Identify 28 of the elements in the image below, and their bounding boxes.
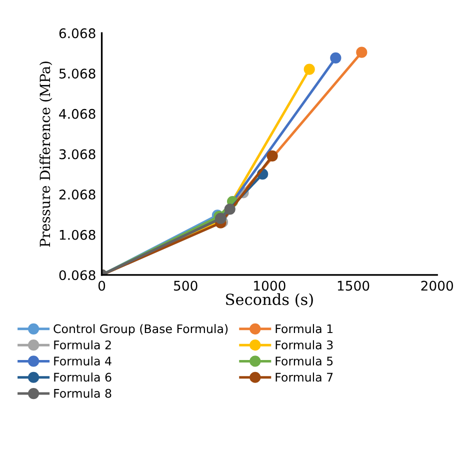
y-tick-label: 0.068 [59, 270, 96, 280]
x-tick-label: 1000 [254, 280, 286, 291]
legend-label: Formula 4 [54, 356, 112, 366]
x-tick-label: 2000 [421, 280, 454, 291]
point [304, 64, 315, 75]
y-tick-label: 3.068 [59, 149, 96, 160]
legend-label: Formula 1 [276, 324, 333, 334]
x-tick-label: 500 [174, 280, 198, 291]
legend-label: Formula 5 [276, 356, 333, 366]
y-tick-label: 6.068 [59, 28, 96, 38]
x-axis-title: Seconds (s) [226, 293, 313, 308]
y-tick-label: 1.068 [60, 230, 96, 240]
point [266, 150, 278, 162]
point [224, 204, 236, 215]
y-tick-label: 2.068 [59, 190, 96, 200]
legend-label: Formula 8 [54, 388, 112, 398]
point [356, 46, 368, 58]
x-tick-label: 0 [98, 280, 106, 291]
y-tick-label: 5.068 [59, 68, 96, 79]
legend-label: Formula 6 [54, 372, 112, 382]
point [330, 52, 342, 64]
legend-label: Formula 2 [54, 340, 111, 350]
x-tick-label: 1500 [338, 280, 370, 291]
legend-label: Formula 3 [276, 340, 333, 350]
legend-label: Formula 7 [276, 372, 333, 382]
legend-label: Control Group (Base Formula) [54, 324, 228, 336]
y-axis-title: Pressure Difference (MPa) [39, 62, 52, 247]
y-tick-label: 4.068 [59, 108, 96, 119]
